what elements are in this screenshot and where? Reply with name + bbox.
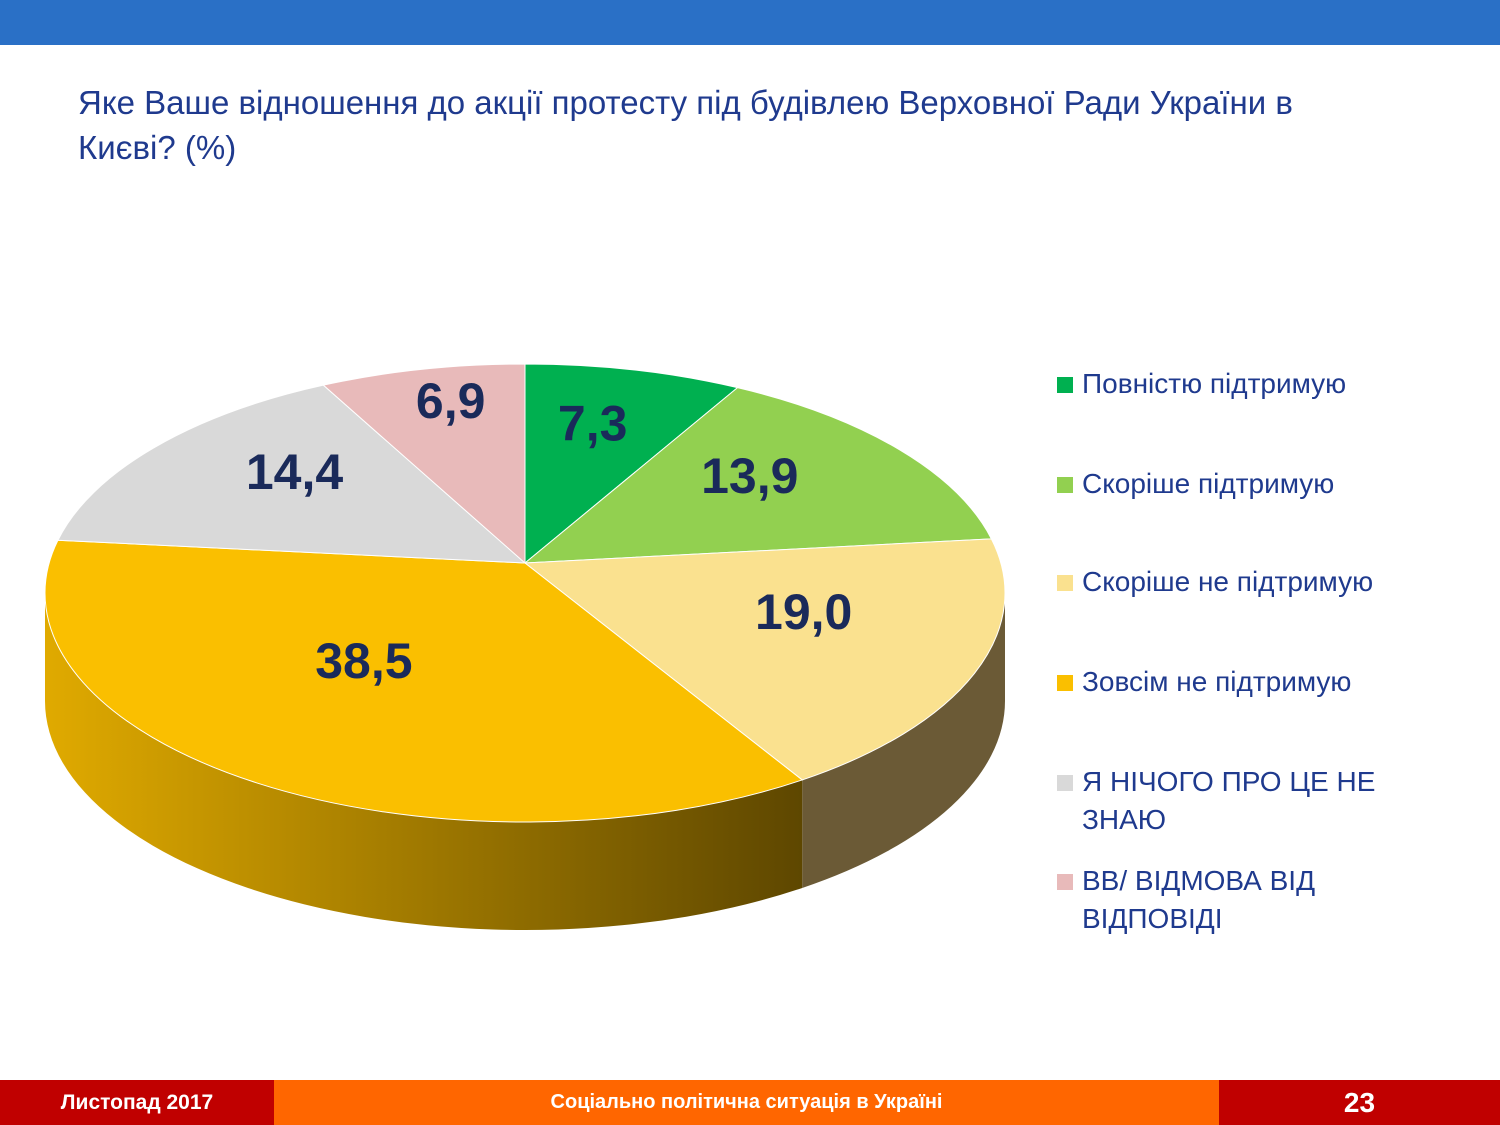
pie-slice-2 [523, 538, 1006, 781]
legend-swatch [1057, 477, 1073, 493]
page-number: 23 [1219, 1080, 1500, 1125]
pie-slice-3 [44, 539, 804, 823]
page-title: Яке Ваше відношення до акції протесту пі… [78, 84, 1293, 166]
data-label-5: 6,9 [416, 373, 486, 429]
legend-item: Скоріше підтримую [1057, 465, 1442, 503]
legend-label: Скоріше не підтримую [1082, 566, 1374, 597]
pie-slice-1 [523, 387, 993, 564]
legend-label: Я НІЧОГО ПРО ЦЕ НЕ ЗНАЮ [1082, 766, 1376, 835]
legend-item: Зовсім не підтримую [1057, 663, 1442, 701]
pie-side-2 [802, 593, 1005, 888]
legend-swatch [1057, 874, 1073, 890]
legend-item: Повністю підтримую [1057, 365, 1442, 403]
pie-slice-4 [57, 384, 527, 564]
data-label-0: 7,3 [558, 396, 628, 452]
data-label-3: 38,5 [315, 633, 412, 689]
legend-swatch [1057, 775, 1073, 791]
top-bar [0, 0, 1500, 45]
data-label-1: 13,9 [701, 448, 798, 504]
legend-swatch [1057, 675, 1073, 691]
legend-item: Скоріше не підтримую [1057, 563, 1442, 601]
pie-side-3 [45, 593, 803, 930]
legend-label: Повністю підтримую [1082, 368, 1347, 399]
footer-subject: Соціально політична ситуація в Україні [274, 1080, 1219, 1125]
data-label-4: 14,4 [246, 444, 344, 500]
footer-date: Листопад 2017 [0, 1080, 274, 1125]
legend-label: ВВ/ ВІДМОВА ВІД ВІДПОВІДІ [1082, 865, 1316, 934]
data-label-2: 19,0 [755, 584, 852, 640]
legend-item: ВВ/ ВІДМОВА ВІД ВІДПОВІДІ [1057, 862, 1442, 938]
legend-label: Зовсім не підтримую [1082, 666, 1352, 697]
pie-slice-0 [524, 363, 739, 565]
legend-swatch [1057, 575, 1073, 591]
legend-label: Скоріше підтримую [1082, 468, 1335, 499]
legend-item: Я НІЧОГО ПРО ЦЕ НЕ ЗНАЮ [1057, 763, 1442, 839]
legend-swatch [1057, 377, 1073, 393]
pie-slice-5 [322, 363, 526, 565]
